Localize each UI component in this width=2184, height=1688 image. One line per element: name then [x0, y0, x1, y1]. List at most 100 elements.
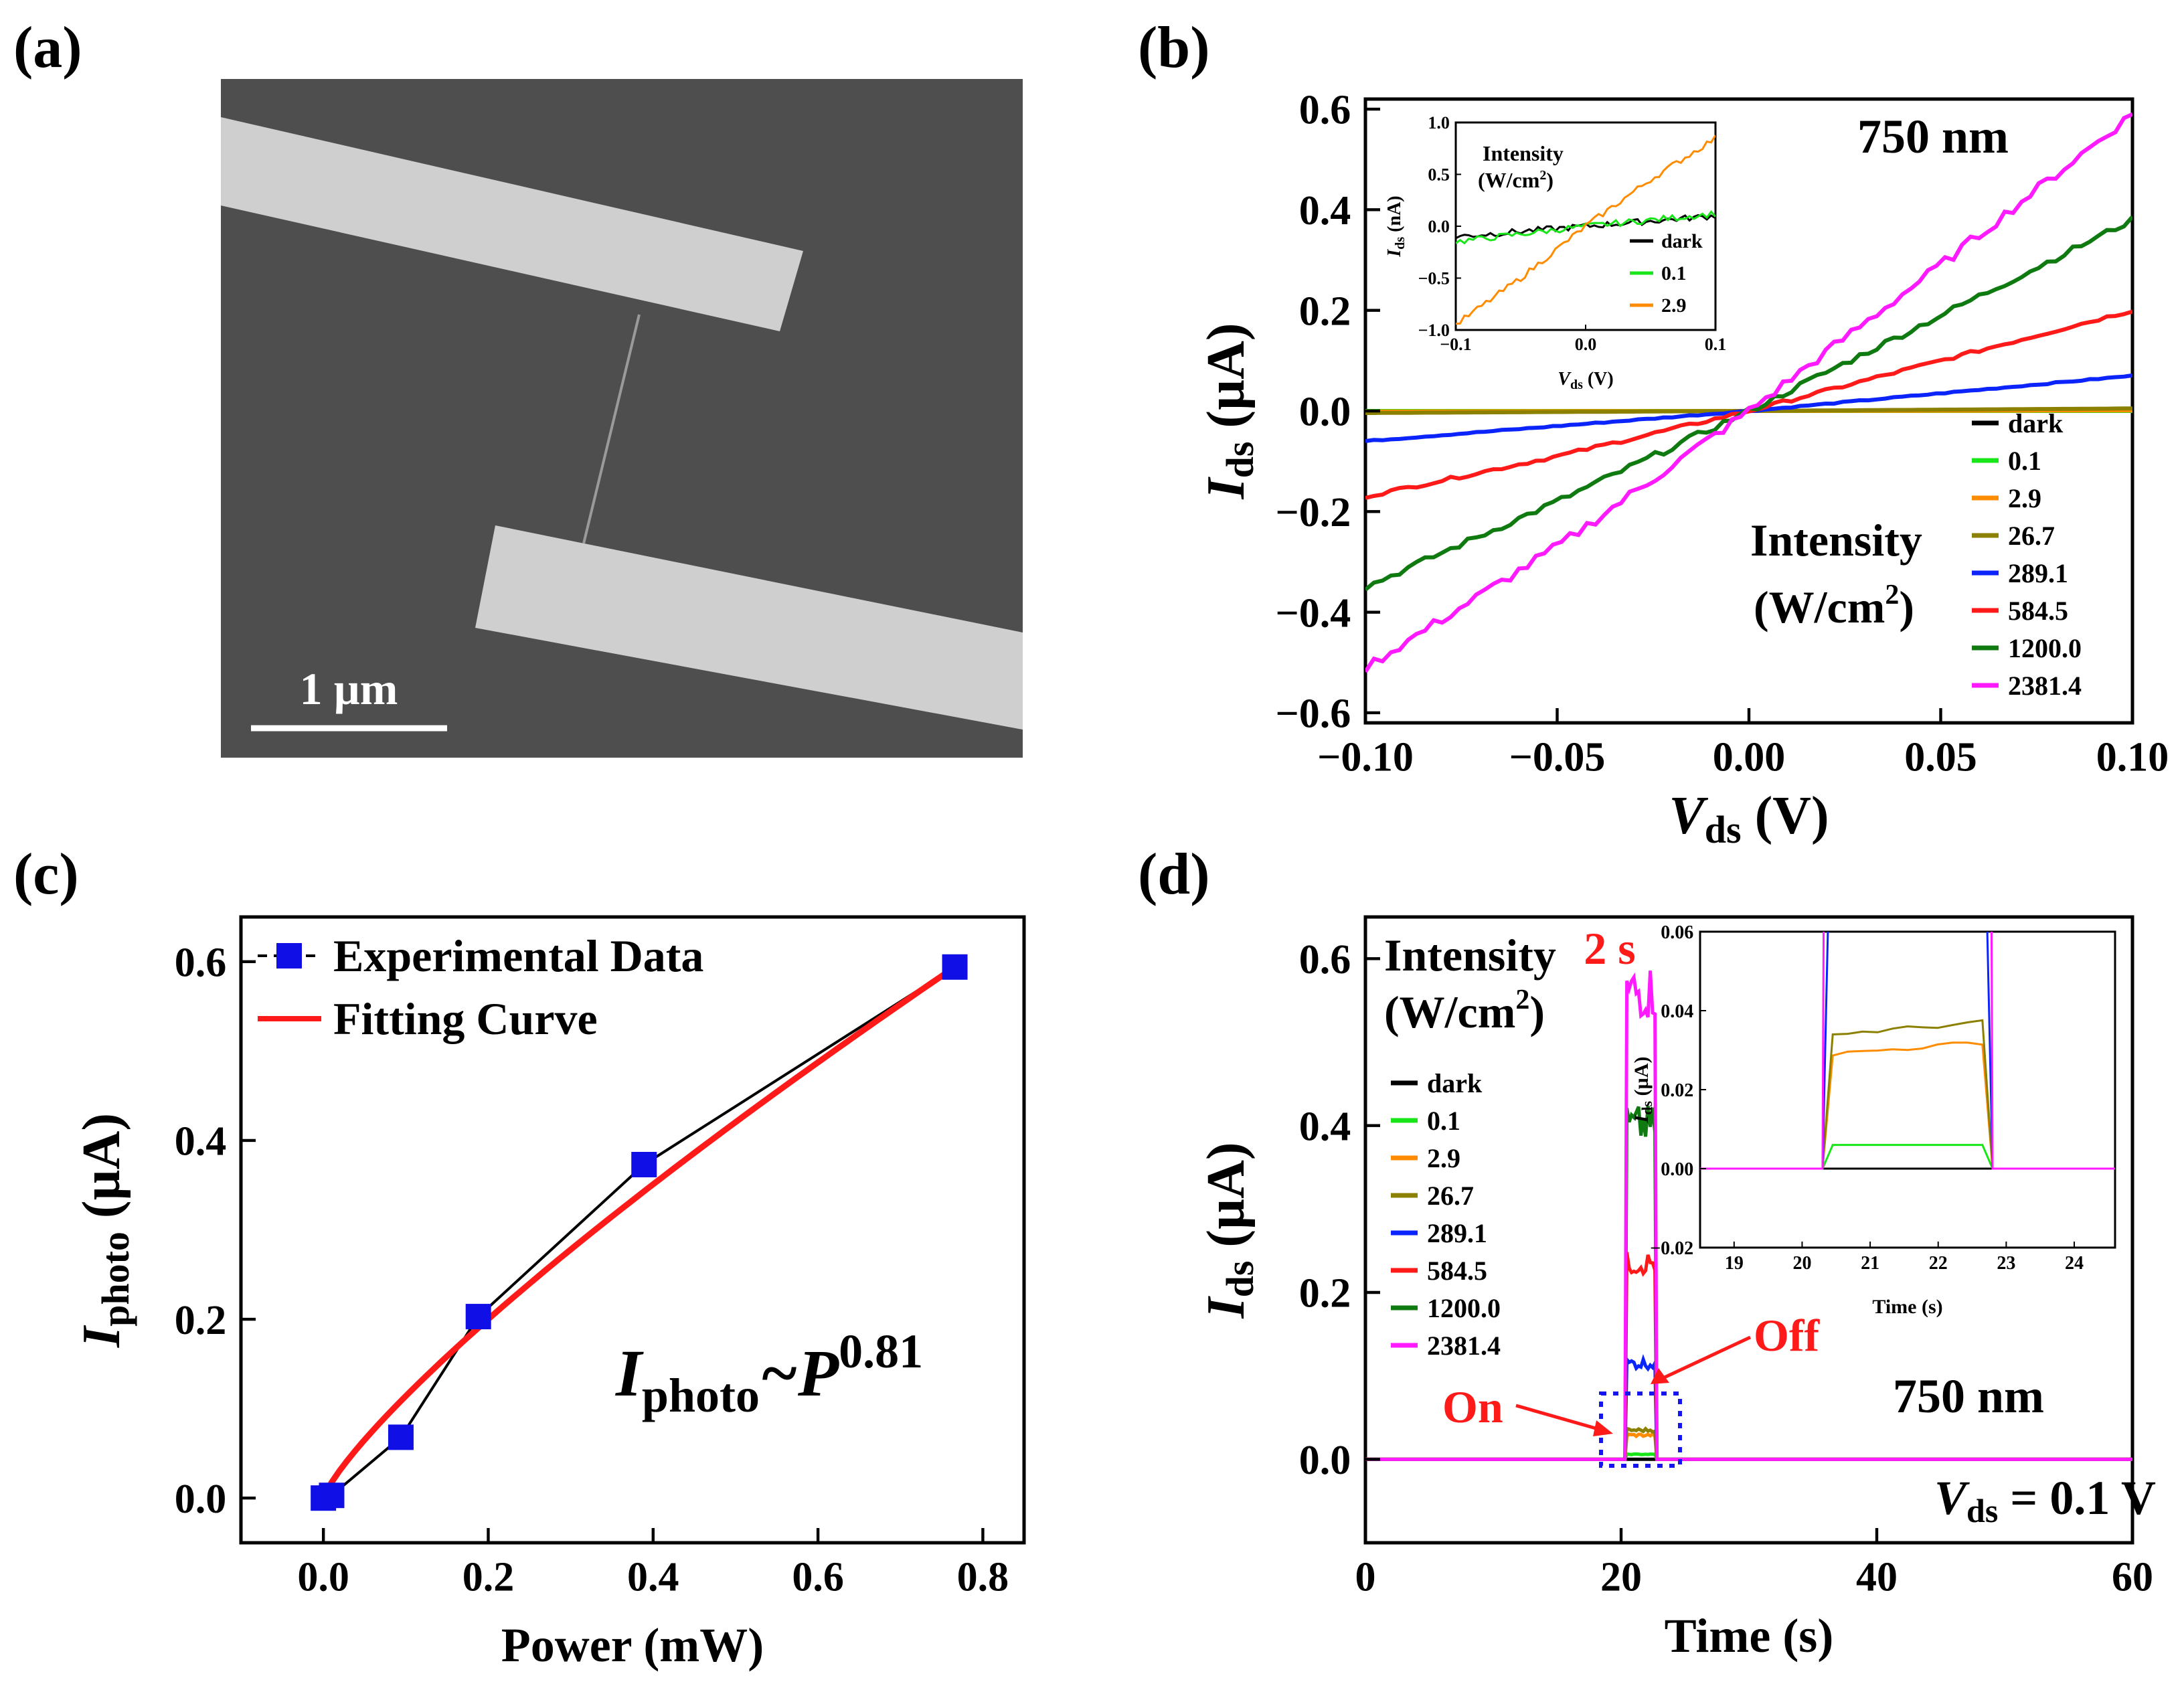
power-y-tick-label: 0.0 — [175, 1476, 227, 1522]
iv-inset-y-tick-label: 0.5 — [1428, 165, 1450, 185]
iv-inset-y-tick-label: 0.0 — [1428, 217, 1450, 236]
time-inset-y-tick-label: 0.04 — [1661, 1001, 1693, 1022]
iv-y-tick-label: −0.4 — [1275, 590, 1351, 636]
power-y-tick-label: 0.4 — [175, 1119, 227, 1165]
iv-inset-series-line — [1456, 135, 1715, 325]
iv-inset-x-tick-label: 0.0 — [1575, 335, 1597, 354]
time-inset-x-tick-label: 23 — [1997, 1253, 2015, 1274]
iv-y-tick-label: 0.2 — [1299, 288, 1351, 334]
time-inset-x-tick-label: 24 — [2065, 1253, 2084, 1274]
off-label: Off — [1754, 1310, 1821, 1361]
time-inset-x-tick-label: 19 — [1725, 1253, 1744, 1274]
power-data-point — [942, 954, 968, 980]
time-y-tick-label: 0.2 — [1299, 1271, 1351, 1317]
panel-d-label: (d) — [1138, 842, 1210, 907]
time-chart: 0 20 40 60 0.0 0.2 0.4 0.6 Intensity (W/cm2) d… — [1197, 915, 2156, 1663]
iv-inset-title-2: (W/cm2) — [1478, 168, 1553, 192]
time-series-line — [1365, 1106, 2132, 1461]
time-legend-entry: 0.1 — [1427, 1106, 1460, 1136]
time-series-line — [1365, 1354, 2132, 1461]
time-y-axis-label: Ids (µA) — [1197, 1142, 1262, 1319]
lower-electrode — [475, 525, 1023, 730]
time-x-tick-label: 0 — [1355, 1554, 1376, 1600]
iv-legend-title-1: Intensity — [1750, 515, 1922, 566]
sem-image: 1 µm — [221, 79, 1023, 758]
iv-legend-entry: 584.5 — [2008, 596, 2068, 626]
time-x-tick-label: 20 — [1600, 1554, 1642, 1600]
iv-x-tick-label: −0.10 — [1317, 734, 1414, 780]
iv-legend-entry: 26.7 — [2008, 521, 2055, 551]
time-series-line — [1365, 1452, 2132, 1461]
time-legend-entry: 2381.4 — [1427, 1331, 1501, 1361]
time-inset-x-tick-label: 22 — [1929, 1253, 1948, 1274]
iv-inset-title-1: Intensity — [1483, 141, 1564, 165]
time-inset-x-tick-label: 20 — [1792, 1253, 1811, 1274]
iv-inset-y-tick-label: 1.0 — [1428, 113, 1450, 133]
legend-exp-marker — [276, 943, 302, 968]
iv-y-tick-label: −0.2 — [1275, 490, 1351, 535]
power-data-point — [319, 1483, 345, 1509]
nanowire — [582, 314, 641, 544]
iv-y-axis-label: Ids (µA) — [1197, 323, 1262, 499]
iv-legend-title-2: (W/cm2) — [1754, 580, 1914, 632]
iv-legend-entry: 2381.4 — [2008, 671, 2082, 701]
iv-inset-y-tick-label: −1.0 — [1418, 321, 1450, 340]
iv-chart: −0.10 −0.05 0.00 0.05 0.10 −0.6 −0.4 −0.2 0.0 0.… — [1197, 88, 2169, 851]
time-legend-title-2: (W/cm2) — [1384, 985, 1545, 1037]
iv-wavelength-label: 750 nm — [1857, 110, 2009, 163]
iv-inset-x-tick-label: −0.1 — [1440, 335, 1471, 354]
time-legend-title-1: Intensity — [1384, 930, 1556, 981]
vds-condition-label: Vds = 0.1 V — [1934, 1471, 2156, 1529]
iv-legend-entry: dark — [2008, 408, 2064, 438]
legend-exp-label: Experimental Data — [333, 930, 703, 981]
iv-y-tick-label: −0.6 — [1275, 691, 1351, 737]
power-x-tick-label: 0.8 — [957, 1554, 1009, 1600]
time-inset-frame — [1699, 930, 2116, 1249]
iv-inset-y-tick-label: −0.5 — [1418, 269, 1450, 288]
off-arrowhead — [1651, 1368, 1669, 1384]
power-legend: Experimental Data Fitting Curve — [258, 930, 703, 1044]
time-inset-series-line — [1700, 1041, 2115, 1170]
time-legend-entry: 2.9 — [1427, 1143, 1460, 1173]
iv-legend-entry: 2.9 — [2008, 483, 2041, 513]
pulse-duration-label: 2 s — [1584, 923, 1635, 974]
iv-series-line — [1365, 112, 2132, 673]
time-inset-y-tick-label: 0.06 — [1661, 922, 1693, 943]
power-x-axis-label: Power (mW) — [501, 1618, 764, 1672]
time-inset-x-label: Time (s) — [1872, 1296, 1942, 1318]
power-x-tick-label: 0.2 — [463, 1554, 515, 1600]
time-x-tick-label: 40 — [1856, 1554, 1898, 1600]
iv-legend-entry: 289.1 — [2008, 558, 2068, 588]
time-inset: 19 20 21 22 23 24 −0.02 0.00 0.02 0.04 0.06 Time … — [1630, 922, 2116, 1318]
iv-inset-x-tick-label: 0.1 — [1705, 335, 1727, 354]
iv-y-tick-label: 0.4 — [1299, 188, 1351, 234]
iv-inset: −0.1 0.0 0.1 −1.0 −0.5 0.0 0.5 1.0 Intensity (… — [1384, 113, 1726, 392]
on-arrowhead — [1593, 1420, 1613, 1436]
power-x-tick-label: 0.0 — [297, 1554, 349, 1600]
time-legend-entry: 289.1 — [1427, 1218, 1487, 1248]
time-inset-y-tick-label: 0.02 — [1661, 1080, 1693, 1101]
iv-x-tick-label: 0.05 — [1904, 734, 1977, 780]
iv-series-line — [1365, 309, 2132, 500]
iv-inset-legend-entry: dark — [1661, 230, 1703, 252]
power-chart: 0.0 0.2 0.4 0.6 0.8 0.0 0.2 0.4 0.6 Experimenta… — [72, 915, 1026, 1672]
power-fit-curve — [321, 964, 957, 1500]
legend-fit-label: Fitting Curve — [333, 993, 598, 1044]
time-inset-x-tick-label: 21 — [1861, 1253, 1879, 1274]
time-inset-series-line — [1700, 1019, 2115, 1170]
power-data-point — [465, 1304, 491, 1330]
time-legend-entry: 1200.0 — [1427, 1293, 1501, 1323]
time-y-tick-label: 0.0 — [1299, 1438, 1351, 1483]
panel-b-label: (b) — [1138, 15, 1210, 80]
power-y-axis-label: Iphoto (µA) — [72, 1113, 137, 1348]
iv-x-tick-label: 0.10 — [2096, 734, 2169, 780]
off-arrow — [1657, 1335, 1752, 1382]
power-plot-frame — [239, 915, 1026, 1545]
power-y-tick-label: 0.6 — [175, 940, 227, 985]
on-arrow — [1515, 1404, 1606, 1433]
power-x-tick-label: 0.6 — [792, 1554, 844, 1600]
time-inset-y-label: Ids (µA) — [1630, 1057, 1655, 1124]
iv-inset-legend-entry: 0.1 — [1661, 262, 1687, 284]
iv-legend-entry: 0.1 — [2008, 446, 2041, 476]
